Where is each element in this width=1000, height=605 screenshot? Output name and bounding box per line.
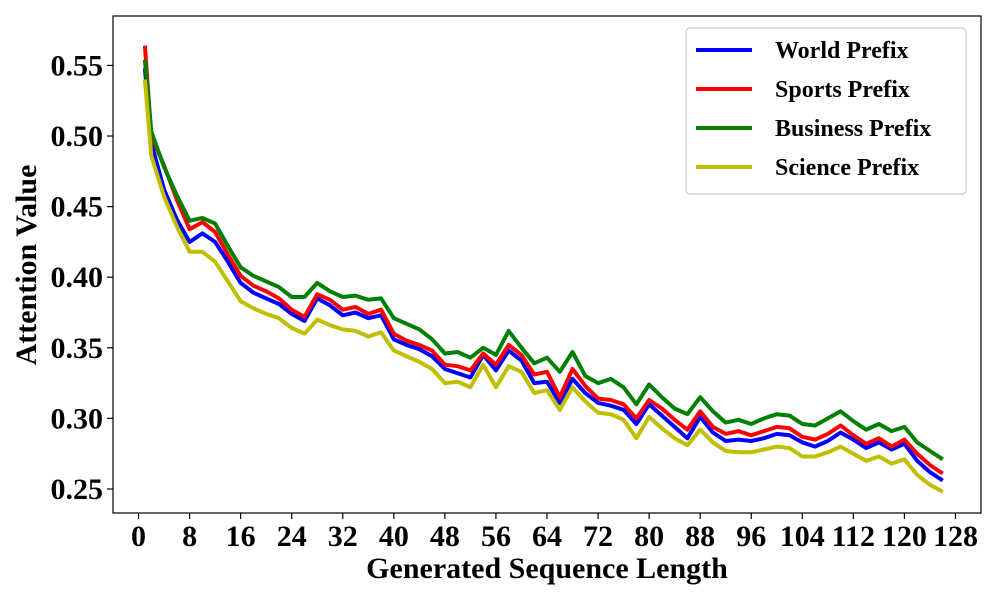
x-tick-label-3: 24 [277,520,307,553]
series-line-0 [142,68,944,483]
x-tick-label-14: 112 [832,520,875,553]
x-tick-label-8: 64 [532,520,562,553]
x-axis-ticks: 0 8 16 24 32 40 48 56 64 72 80 88 96 104 112 120 128 [131,513,978,553]
x-tick-label-7: 56 [481,520,511,553]
series-line-3 [142,79,944,494]
y-tick-label-2: 0.35 [51,332,104,365]
x-tick-label-4: 32 [328,520,358,553]
y-axis-title: Attention Value [10,165,43,366]
y-tick-label-3: 0.40 [51,261,104,294]
x-tick-label-9: 72 [583,520,613,553]
y-tick-label-5: 0.50 [51,120,104,153]
y-tick-label-4: 0.45 [51,191,104,224]
legend-label-0: World Prefix [775,38,909,64]
y-axis-ticks: 0.25 0.30 0.35 0.40 0.45 0.50 0.55 [51,49,113,506]
legend-label-2: Business Prefix [775,116,931,142]
x-tick-label-1: 8 [182,520,197,553]
legend-label-3: Science Prefix [775,155,919,181]
x-tick-label-0: 0 [131,520,146,553]
x-tick-label-15: 120 [882,520,927,553]
x-tick-label-2: 16 [226,520,256,553]
series-line-2 [142,59,944,461]
y-tick-label-1: 0.30 [51,402,104,435]
legend: World Prefix Sports Prefix Business Prefix… [685,27,967,195]
legend-box [685,27,967,195]
y-tick-label-0: 0.25 [51,473,104,506]
series-line-1 [142,45,944,476]
x-tick-label-6: 48 [430,520,460,553]
x-tick-label-12: 96 [736,520,766,553]
x-tick-label-5: 40 [379,520,409,553]
x-tick-label-13: 104 [780,520,825,553]
x-tick-label-11: 88 [685,520,715,553]
legend-label-1: Sports Prefix [775,77,910,103]
x-tick-label-10: 80 [634,520,664,553]
x-tick-label-16: 128 [933,520,978,553]
series-layer [142,45,944,494]
y-tick-label-6: 0.55 [51,49,104,82]
x-axis-title: Generated Sequence Length [366,552,728,585]
